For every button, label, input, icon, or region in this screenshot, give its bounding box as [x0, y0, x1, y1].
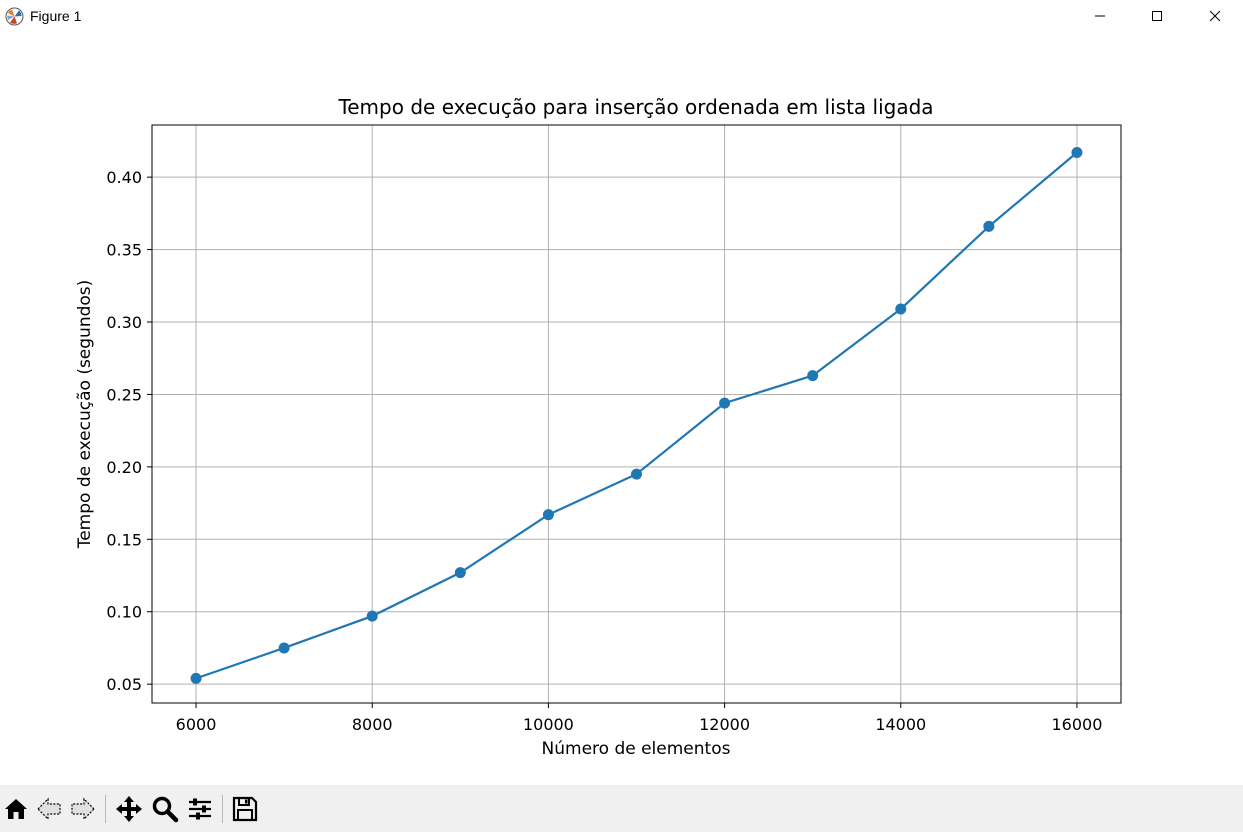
data-point	[190, 672, 202, 684]
grid	[152, 125, 1121, 703]
y-tick-label: 0.10	[106, 603, 142, 622]
toolbar-separator	[105, 795, 106, 823]
x-axis: 6000 8000 10000 12000 14000 16000	[176, 703, 1103, 734]
y-axis: 0.05 0.10 0.15 0.20 0.25 0.30 0.35 0.40	[106, 168, 152, 694]
data-point	[895, 303, 907, 315]
pan-icon	[116, 796, 142, 822]
x-tick-label: 12000	[699, 715, 750, 734]
data-point	[1071, 147, 1083, 159]
zoom-button[interactable]	[149, 793, 181, 825]
y-axis-label: Tempo de execução (segundos)	[75, 280, 95, 550]
figure-canvas[interactable]: Tempo de execução para inserção ordenada…	[0, 34, 1243, 785]
save-button[interactable]	[229, 793, 261, 825]
y-tick-label: 0.20	[106, 458, 142, 477]
x-tick-label: 8000	[352, 715, 393, 734]
series-markers	[190, 147, 1083, 684]
y-tick-label: 0.35	[106, 241, 142, 260]
y-tick-label: 0.05	[106, 675, 142, 694]
data-point	[631, 468, 642, 480]
forward-icon	[71, 797, 95, 821]
toolbar-separator	[222, 795, 223, 823]
back-icon	[37, 797, 61, 821]
configure-subplots-button[interactable]	[184, 793, 216, 825]
pan-button[interactable]	[113, 793, 145, 825]
chart-title: Tempo de execução para inserção ordenada…	[337, 95, 933, 119]
back-button[interactable]	[34, 793, 66, 825]
plot-frame	[151, 124, 1122, 704]
data-point	[807, 370, 819, 382]
save-icon	[232, 796, 258, 822]
y-tick-label: 0.25	[106, 385, 142, 404]
configure-subplots-icon	[189, 798, 211, 820]
navigation-toolbar	[0, 785, 1243, 832]
data-point	[983, 220, 995, 232]
x-tick-label: 16000	[1052, 715, 1103, 734]
matplotlib-icon	[5, 7, 24, 26]
y-tick-label: 0.15	[106, 530, 142, 549]
forward-button[interactable]	[66, 793, 98, 825]
data-point	[366, 610, 378, 622]
close-button[interactable]	[1186, 0, 1243, 32]
home-button[interactable]	[0, 793, 32, 825]
data-point	[719, 397, 731, 409]
window-title: Figure 1	[30, 8, 82, 24]
x-axis-label: Número de elementos	[542, 739, 731, 759]
data-point	[454, 567, 466, 579]
x-tick-label: 14000	[875, 715, 926, 734]
y-tick-label: 0.40	[106, 168, 142, 187]
y-tick-label: 0.30	[106, 313, 142, 332]
series-line	[195, 151, 1078, 680]
x-tick-label: 6000	[176, 715, 217, 734]
close-icon	[1209, 10, 1221, 22]
data-point	[542, 509, 554, 521]
data-point	[278, 642, 290, 654]
title-bar: Figure 1	[0, 0, 1243, 34]
x-tick-label: 10000	[523, 715, 574, 734]
line-chart: Tempo de execução para inserção ordenada…	[75, 95, 1122, 759]
maximize-button[interactable]	[1128, 0, 1186, 32]
maximize-icon	[1152, 11, 1162, 21]
home-icon	[5, 799, 27, 819]
minimize-icon	[1095, 15, 1105, 17]
minimize-button[interactable]	[1071, 0, 1129, 32]
series-line-path	[195, 151, 1078, 680]
zoom-icon	[152, 796, 179, 823]
